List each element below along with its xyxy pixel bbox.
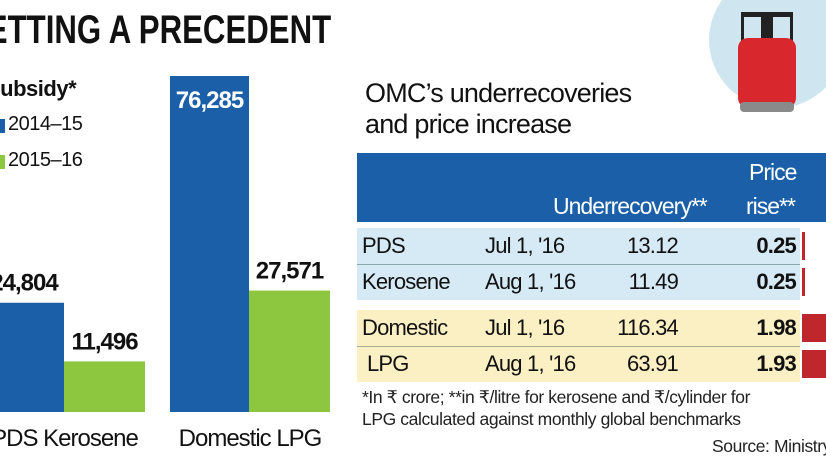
subsidy-bar-chart: 24,804 11,496 PDS Kerosene 76,285 27,571 Dome…: [0, 76, 330, 452]
bar-value-label: 76,285: [176, 87, 244, 114]
bar-value-label: 27,571: [256, 258, 324, 285]
source-credit: Source: Ministry: [712, 436, 826, 456]
price-rise-bar: [802, 232, 806, 260]
row-underrecovery: 13.12: [626, 233, 679, 258]
table-header: Underrecovery** Price rise**: [357, 153, 826, 222]
bar-value-label: 24,804: [0, 270, 59, 297]
row-date: Aug 1, '16: [485, 351, 576, 376]
row-price-rise: 0.25: [756, 233, 796, 258]
row-price-rise: 1.93: [756, 351, 796, 376]
table-row: PDS Jul 1, '16 13.12 0.25: [357, 228, 800, 265]
chart-title: Subsidy*: [0, 76, 77, 101]
bar-pds-kerosene-1: [64, 361, 145, 412]
table-row: Domestic Jul 1, '16 116.34 1.98: [357, 310, 800, 347]
category-label: PDS Kerosene: [0, 425, 139, 452]
row-name: Domestic: [362, 315, 448, 340]
price-rise-bar: [802, 350, 826, 378]
row-underrecovery: 116.34: [617, 315, 679, 340]
bar-value-label: 11,496: [71, 328, 138, 355]
infographic-title: SETTING A PRECEDENT: [0, 8, 332, 52]
price-rise-bar: [802, 268, 806, 296]
legend-label-2014-15: 2014–15: [8, 113, 83, 135]
row-name: PDS: [362, 233, 406, 258]
category-label: Domestic LPG: [179, 425, 322, 452]
bar-pds-kerosene-0: [0, 302, 64, 412]
table-row: Kerosene Aug 1, '16 11.49 0.25: [357, 264, 800, 300]
bar-domestic-lpg-0: [170, 76, 249, 412]
row-date: Jul 1, '16: [485, 233, 565, 258]
kerosene-rows: PDS Jul 1, '16 13.12 0.25 Kerosene Aug 1…: [357, 228, 800, 300]
row-date: Jul 1, '16: [485, 315, 565, 340]
table-title-line-2: and price increase: [365, 109, 572, 139]
legend-label-2015-16: 2015–16: [8, 149, 83, 171]
header-price-line-2: rise**: [746, 193, 796, 219]
table-title: OMC’s underrecoveries and price increase: [365, 78, 632, 140]
header-price-line-1: Price: [749, 159, 797, 185]
footnote: *In ₹ crore; **in ₹/litre for kerosene a…: [362, 386, 750, 430]
row-price-rise: 0.25: [756, 269, 796, 294]
table-title-line-1: OMC’s underrecoveries: [365, 78, 632, 108]
footnote-line-2: LPG calculated against monthly global be…: [362, 409, 741, 429]
legend-swatch-2014-15: [0, 119, 5, 133]
bar-domestic-lpg-1: [249, 290, 330, 412]
row-underrecovery: 11.49: [628, 269, 679, 294]
price-rise-bar: [802, 314, 826, 342]
legend-swatch-2015-16: [0, 155, 5, 169]
table-row: LPG Aug 1, '16 63.91 1.93: [357, 346, 800, 382]
lpg-cylinder-icon: [709, 0, 826, 112]
row-name: LPG: [367, 351, 409, 376]
footnote-line-1: *In ₹ crore; **in ₹/litre for kerosene a…: [362, 387, 750, 407]
row-name: Kerosene: [362, 269, 451, 294]
lpg-rows: Domestic Jul 1, '16 116.34 1.98 LPG Aug …: [357, 310, 800, 382]
row-underrecovery: 63.91: [626, 351, 679, 376]
header-underrecovery: Underrecovery**: [553, 193, 708, 219]
row-price-rise: 1.98: [756, 315, 796, 340]
row-date: Aug 1, '16: [485, 269, 576, 294]
